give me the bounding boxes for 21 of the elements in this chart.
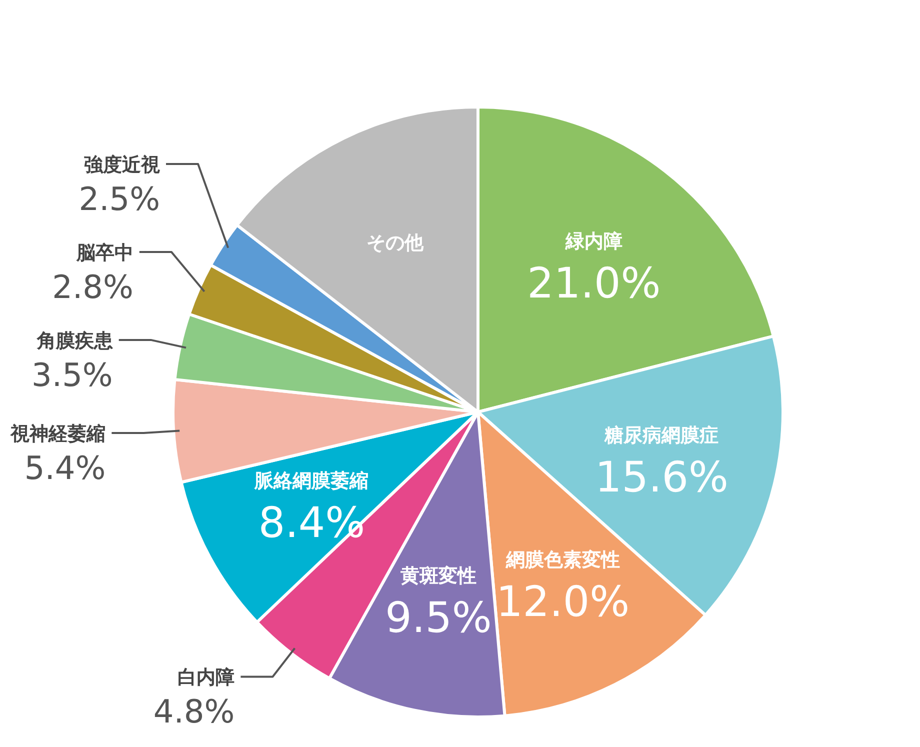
slice-label: 白内障 <box>178 666 235 689</box>
slice-label: 強度近視 <box>84 154 160 176</box>
data-label: 8.4% <box>258 498 366 548</box>
slice-label: 視神経萎縮 <box>10 423 106 446</box>
slice-label: 緑内障 <box>564 230 622 253</box>
slice-label: 角膜疾患 <box>36 330 114 352</box>
slice-label: 脈絡網膜萎縮 <box>254 470 369 492</box>
slice-label: 網膜色素変性 <box>504 549 620 572</box>
data-label: 2.8% <box>52 268 134 306</box>
data-label: 4.8% <box>153 692 235 731</box>
slice-label: 糖尿病網膜症 <box>604 424 719 447</box>
data-label: 9.5% <box>385 592 492 642</box>
data-label: 2.5% <box>78 180 160 218</box>
data-label: 5.4% <box>24 449 106 488</box>
data-label: 3.5% <box>32 356 113 394</box>
slice-label: 黄斑変性 <box>399 564 476 587</box>
data-label: 15.6% <box>595 452 728 502</box>
slice-label: 脳卒中 <box>75 242 134 264</box>
data-label: 21.0% <box>527 258 661 308</box>
slice-label: その他 <box>366 232 424 254</box>
data-label: 12.0% <box>496 577 630 626</box>
